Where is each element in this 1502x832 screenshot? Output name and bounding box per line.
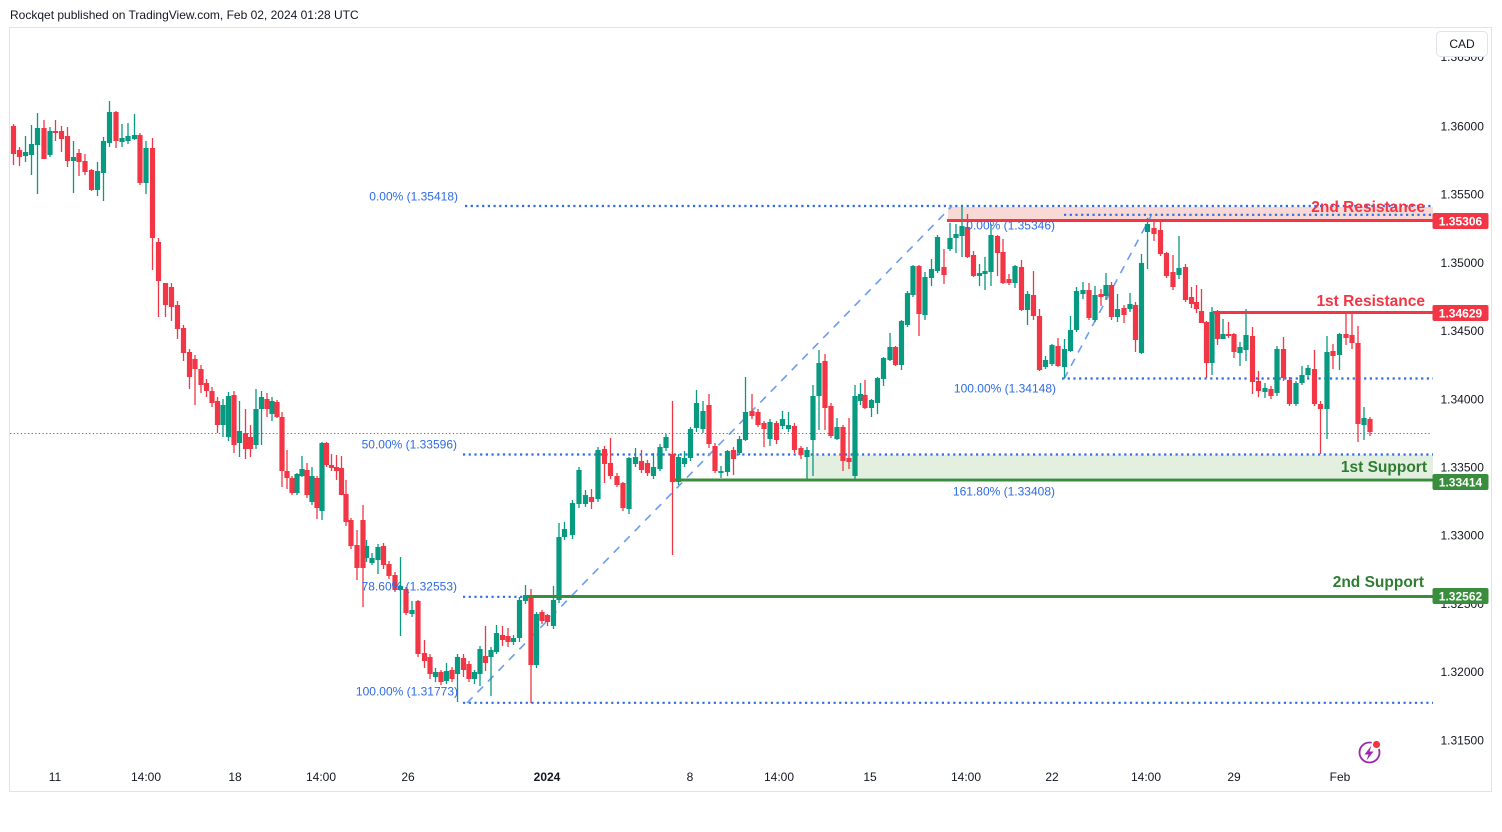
svg-text:29: 29 (1227, 770, 1241, 784)
svg-text:100.00% (1.31773): 100.00% (1.31773) (356, 685, 458, 699)
svg-text:26: 26 (401, 770, 415, 784)
svg-text:161.80% (1.33408): 161.80% (1.33408) (953, 485, 1055, 499)
svg-text:1.35306: 1.35306 (1439, 215, 1483, 229)
svg-text:1.35000: 1.35000 (1441, 256, 1485, 270)
svg-text:100.00% (1.34148): 100.00% (1.34148) (954, 382, 1056, 396)
svg-text:1.32000: 1.32000 (1441, 665, 1485, 679)
svg-text:14:00: 14:00 (131, 770, 161, 784)
svg-text:1.34500: 1.34500 (1441, 324, 1485, 338)
svg-text:14:00: 14:00 (764, 770, 794, 784)
svg-text:11: 11 (49, 770, 62, 784)
svg-text:1st Support: 1st Support (1341, 459, 1427, 476)
svg-text:2024: 2024 (534, 770, 561, 784)
svg-text:1st Resistance: 1st Resistance (1316, 293, 1425, 310)
svg-text:2nd Support: 2nd Support (1333, 574, 1424, 591)
svg-text:50.00% (1.33596): 50.00% (1.33596) (362, 438, 457, 452)
svg-text:22: 22 (1045, 770, 1059, 784)
svg-text:1.34629: 1.34629 (1439, 307, 1483, 321)
svg-text:1.33500: 1.33500 (1441, 461, 1485, 475)
svg-text:0.00% (1.35346): 0.00% (1.35346) (966, 219, 1055, 233)
svg-text:1.31500: 1.31500 (1441, 733, 1485, 747)
svg-text:1.34000: 1.34000 (1441, 392, 1485, 406)
svg-text:1.35500: 1.35500 (1441, 188, 1485, 202)
svg-text:8: 8 (687, 770, 694, 784)
svg-text:1.33000: 1.33000 (1441, 529, 1485, 543)
svg-text:14:00: 14:00 (306, 770, 336, 784)
svg-text:2nd Resistance: 2nd Resistance (1311, 199, 1425, 216)
svg-text:Rockqet published on TradingVi: Rockqet published on TradingView.com, Fe… (10, 8, 359, 22)
svg-text:1.32562: 1.32562 (1439, 590, 1483, 604)
svg-text:18: 18 (228, 770, 242, 784)
svg-text:14:00: 14:00 (951, 770, 981, 784)
svg-text:78.60% (1.32553): 78.60% (1.32553) (362, 580, 457, 594)
svg-text:15: 15 (863, 770, 877, 784)
svg-text:1.33414: 1.33414 (1439, 476, 1483, 490)
svg-text:14:00: 14:00 (1131, 770, 1161, 784)
svg-text:1.36000: 1.36000 (1441, 120, 1485, 134)
svg-text:Feb: Feb (1330, 770, 1351, 784)
svg-text:0.00% (1.35418): 0.00% (1.35418) (369, 190, 458, 204)
svg-text:CAD: CAD (1449, 37, 1475, 51)
